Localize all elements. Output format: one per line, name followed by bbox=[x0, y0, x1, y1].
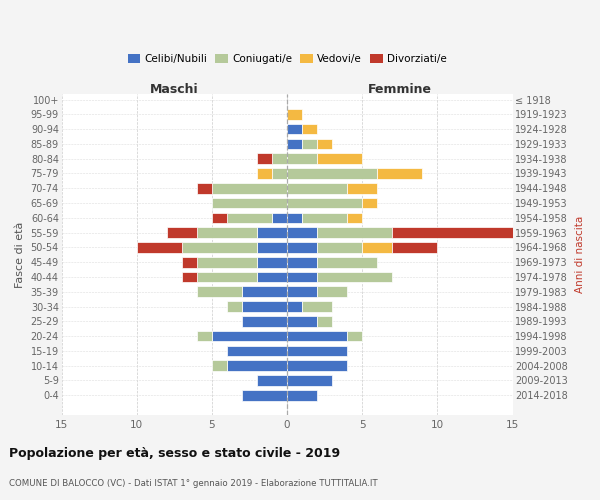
Bar bbox=[197, 183, 212, 194]
Bar bbox=[242, 286, 287, 297]
Bar bbox=[182, 272, 197, 282]
Bar bbox=[242, 316, 287, 326]
Text: Maschi: Maschi bbox=[150, 82, 199, 96]
Bar bbox=[212, 331, 287, 342]
Bar bbox=[182, 242, 257, 252]
Bar bbox=[167, 228, 197, 238]
Bar bbox=[197, 257, 257, 268]
Bar bbox=[317, 257, 377, 268]
Bar bbox=[287, 242, 317, 252]
Bar bbox=[287, 301, 302, 312]
Bar bbox=[227, 212, 272, 223]
Bar bbox=[212, 212, 227, 223]
Bar bbox=[272, 168, 287, 179]
Bar bbox=[317, 316, 332, 326]
Bar bbox=[302, 124, 317, 134]
Text: COMUNE DI BALOCCO (VC) - Dati ISTAT 1° gennaio 2019 - Elaborazione TUTTITALIA.IT: COMUNE DI BALOCCO (VC) - Dati ISTAT 1° g… bbox=[9, 479, 377, 488]
Bar bbox=[287, 228, 317, 238]
Bar bbox=[257, 242, 287, 252]
Y-axis label: Anni di nascita: Anni di nascita bbox=[575, 216, 585, 294]
Bar bbox=[242, 390, 287, 400]
Y-axis label: Fasce di età: Fasce di età bbox=[15, 222, 25, 288]
Bar bbox=[212, 198, 287, 208]
Bar bbox=[287, 390, 317, 400]
Bar bbox=[257, 154, 272, 164]
Bar bbox=[287, 138, 302, 149]
Bar bbox=[197, 228, 257, 238]
Bar bbox=[137, 242, 182, 252]
Bar bbox=[287, 286, 317, 297]
Bar bbox=[347, 331, 362, 342]
Bar bbox=[257, 168, 272, 179]
Bar bbox=[362, 198, 377, 208]
Bar bbox=[287, 375, 332, 386]
Bar bbox=[317, 272, 392, 282]
Text: Popolazione per età, sesso e stato civile - 2019: Popolazione per età, sesso e stato civil… bbox=[9, 448, 340, 460]
Bar bbox=[227, 301, 242, 312]
Bar bbox=[362, 242, 392, 252]
Bar bbox=[272, 154, 287, 164]
Bar bbox=[257, 257, 287, 268]
Bar bbox=[212, 183, 287, 194]
Bar bbox=[287, 331, 347, 342]
Bar bbox=[227, 360, 287, 371]
Bar bbox=[257, 375, 287, 386]
Bar bbox=[302, 212, 347, 223]
Bar bbox=[287, 168, 377, 179]
Bar bbox=[347, 183, 377, 194]
Bar bbox=[392, 242, 437, 252]
Text: Femmine: Femmine bbox=[368, 82, 432, 96]
Bar bbox=[287, 109, 302, 120]
Bar bbox=[302, 301, 332, 312]
Bar bbox=[257, 228, 287, 238]
Bar bbox=[287, 154, 317, 164]
Bar bbox=[242, 301, 287, 312]
Bar bbox=[272, 212, 287, 223]
Bar bbox=[317, 138, 332, 149]
Bar bbox=[377, 168, 422, 179]
Bar bbox=[287, 124, 302, 134]
Bar bbox=[182, 257, 197, 268]
Bar bbox=[317, 242, 362, 252]
Bar bbox=[287, 272, 317, 282]
Bar bbox=[212, 360, 227, 371]
Bar bbox=[317, 286, 347, 297]
Bar bbox=[257, 272, 287, 282]
Bar bbox=[287, 360, 347, 371]
Bar bbox=[287, 198, 362, 208]
Bar bbox=[197, 331, 212, 342]
Bar bbox=[287, 257, 317, 268]
Bar bbox=[227, 346, 287, 356]
Bar bbox=[287, 183, 347, 194]
Bar bbox=[287, 346, 347, 356]
Legend: Celibi/Nubili, Coniugati/e, Vedovi/e, Divorziati/e: Celibi/Nubili, Coniugati/e, Vedovi/e, Di… bbox=[124, 50, 451, 68]
Bar bbox=[287, 212, 302, 223]
Bar bbox=[197, 272, 257, 282]
Bar bbox=[302, 138, 317, 149]
Bar bbox=[392, 228, 542, 238]
Bar bbox=[317, 154, 362, 164]
Bar bbox=[347, 212, 362, 223]
Bar bbox=[287, 316, 317, 326]
Bar bbox=[197, 286, 242, 297]
Bar bbox=[317, 228, 392, 238]
